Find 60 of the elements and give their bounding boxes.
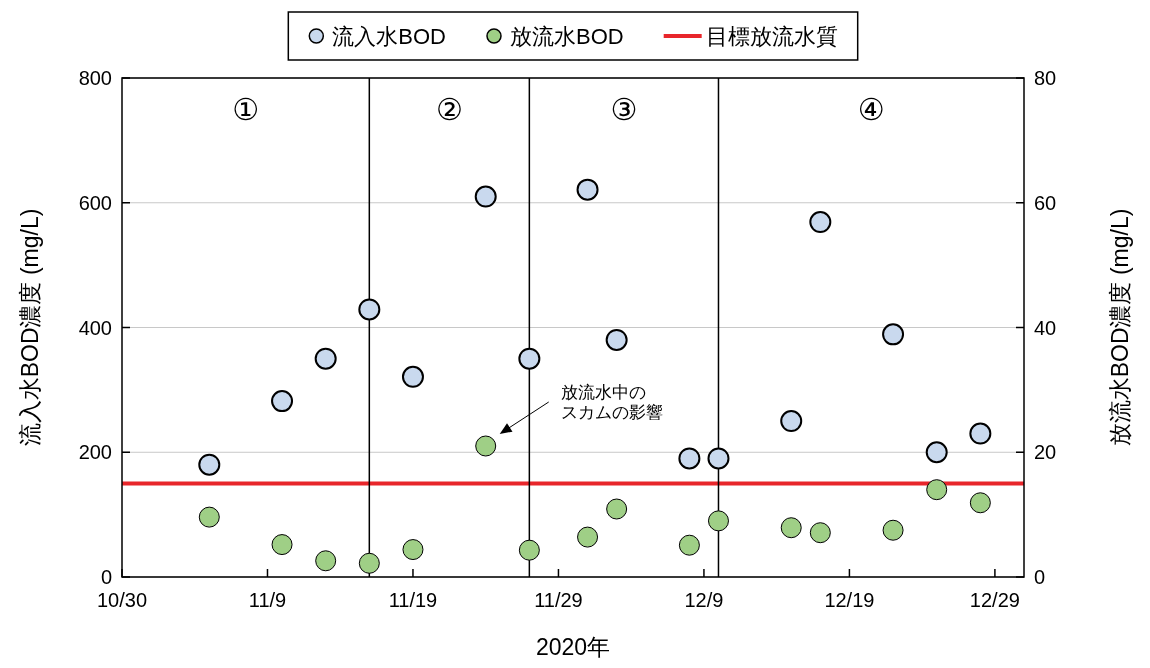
y2-tick-label: 80 — [1034, 67, 1057, 89]
point — [401, 365, 424, 388]
point — [678, 534, 700, 556]
annotation: ④ — [857, 93, 885, 126]
point — [969, 422, 992, 445]
x-tick-label: 11/29 — [534, 589, 583, 611]
x-tick-label: 10/30 — [96, 589, 148, 611]
point — [882, 519, 904, 541]
annotation: ③ — [610, 93, 638, 126]
point — [780, 410, 803, 433]
point — [969, 492, 991, 514]
point — [606, 498, 628, 520]
point — [315, 550, 337, 572]
point — [576, 178, 599, 201]
point — [605, 328, 628, 351]
y-axis-title: 流入水BOD濃度 (mg/L) — [17, 208, 43, 447]
y2-axis-title: 放流水BOD濃度 (mg/L) — [1107, 208, 1133, 447]
point — [358, 552, 380, 574]
point — [198, 453, 221, 476]
y-tick-label: 600 — [78, 191, 112, 214]
annotation: 放流水中のスカムの影響 — [560, 383, 663, 423]
point — [402, 539, 424, 561]
point — [358, 298, 381, 321]
y-tick-label: 800 — [78, 67, 112, 89]
x-tick-label: 12/9 — [684, 589, 724, 611]
x-axis-title: 2020年 — [535, 634, 611, 660]
point — [475, 435, 497, 457]
x-tick-label: 11/9 — [248, 589, 287, 611]
x-tick-label: 12/29 — [969, 589, 1020, 611]
y-tick-label: 200 — [78, 441, 112, 464]
legend-label: 流入水BOD — [332, 24, 446, 49]
y2-tick-label: 60 — [1034, 191, 1057, 214]
point — [271, 390, 294, 413]
point — [314, 347, 337, 370]
point — [271, 534, 293, 556]
x-tick-label: 11/19 — [388, 589, 438, 611]
y-tick-label: 0 — [100, 566, 112, 588]
point — [882, 323, 905, 346]
annotation: ① — [232, 93, 260, 126]
y2-tick-label: 0 — [1034, 566, 1046, 588]
y2-tick-label: 40 — [1034, 316, 1057, 339]
legend-label: 目標放流水質 — [705, 24, 838, 49]
point — [926, 479, 948, 501]
x-tick-label: 12/19 — [824, 589, 875, 611]
point — [707, 510, 729, 532]
point — [678, 447, 701, 470]
point — [518, 539, 540, 561]
point — [809, 211, 832, 234]
point — [474, 185, 497, 208]
point — [925, 441, 948, 464]
y2-tick-label: 20 — [1034, 441, 1057, 464]
point — [780, 517, 802, 539]
point — [198, 506, 220, 528]
annotation: ② — [435, 93, 463, 126]
point — [707, 447, 730, 470]
point — [518, 347, 541, 370]
point — [577, 526, 599, 548]
y-tick-label: 400 — [78, 316, 112, 339]
legend-label: 放流水BOD — [510, 24, 624, 49]
point — [809, 522, 831, 544]
